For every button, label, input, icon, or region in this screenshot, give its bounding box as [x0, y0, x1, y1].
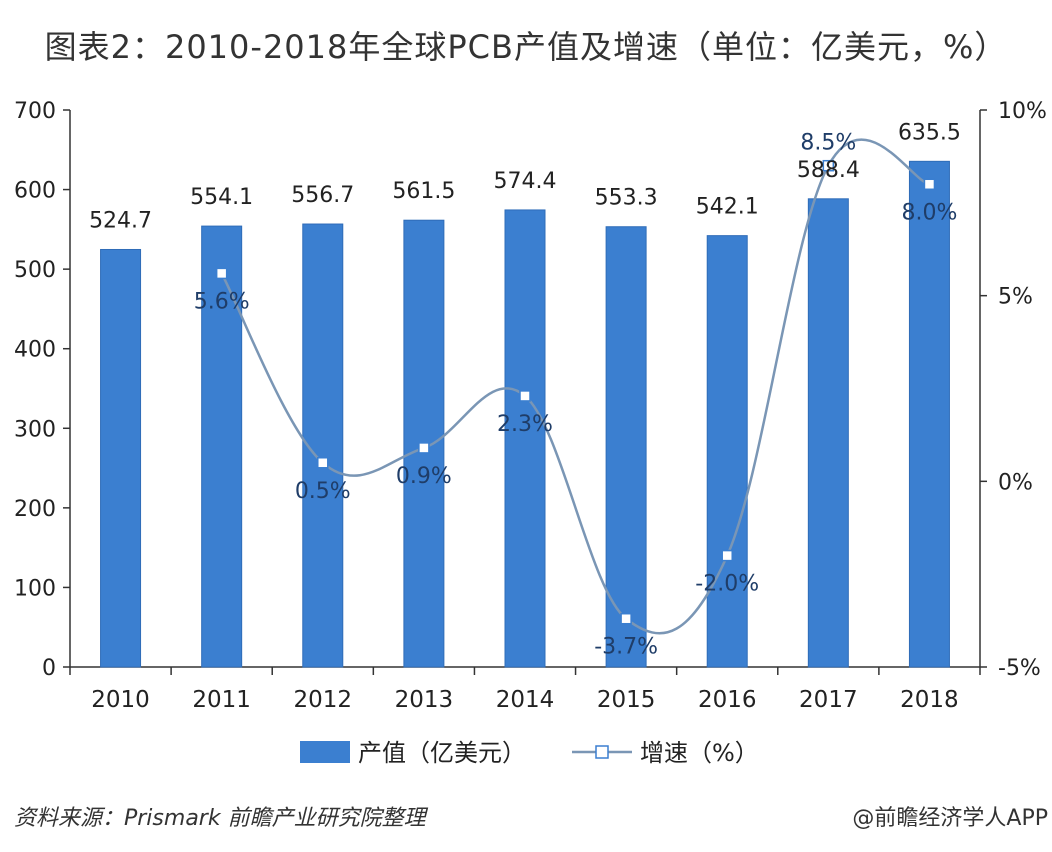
legend-bar-swatch — [300, 741, 350, 763]
growth-marker — [822, 159, 835, 172]
bar-value-label: 561.5 — [392, 179, 455, 204]
left-tick-label: 400 — [14, 338, 56, 363]
x-tick-label: 2018 — [900, 687, 959, 713]
bar — [908, 160, 950, 668]
x-tick-label: 2016 — [698, 687, 757, 713]
bar — [504, 209, 546, 668]
bar — [807, 198, 849, 668]
growth-marker — [923, 178, 936, 191]
left-tick-label: 200 — [14, 497, 56, 522]
chart-title: 图表2：2010-2018年全球PCB产值及增速（单位：亿美元，%） — [44, 28, 1008, 66]
bar-value-label: 553.3 — [595, 186, 658, 211]
bar-value-label: 556.7 — [291, 183, 354, 208]
growth-value-label: 5.6% — [194, 289, 250, 314]
growth-marker — [721, 549, 733, 562]
x-tick-label: 2012 — [294, 687, 353, 713]
bar-value-label: 554.1 — [190, 185, 253, 210]
right-tick-label: 10% — [998, 99, 1047, 124]
growth-value-label: 2.3% — [497, 412, 553, 437]
bar — [605, 226, 647, 668]
left-tick-label: 500 — [14, 258, 56, 283]
bar — [302, 223, 344, 668]
legend-line-label: 增速（%） — [640, 739, 759, 767]
source-note: 资料来源：Prismark 前瞻产业研究院整理 — [14, 806, 426, 831]
growth-marker — [418, 442, 430, 454]
x-tick-label: 2013 — [395, 687, 454, 713]
bar-value-label: 574.4 — [494, 169, 557, 194]
left-tick-label: 600 — [14, 179, 56, 204]
left-tick-label: 700 — [14, 99, 56, 124]
growth-value-label: 8.0% — [901, 200, 957, 225]
growth-marker — [519, 390, 531, 402]
legend-bar-label: 产值（亿美元） — [358, 739, 526, 767]
growth-value-label: -3.7% — [594, 635, 658, 660]
legend-line-marker — [595, 745, 609, 759]
bar — [706, 235, 748, 668]
growth-marker — [317, 457, 329, 469]
bar-value-label: 542.1 — [696, 195, 759, 220]
x-tick-label: 2014 — [496, 687, 555, 713]
x-tick-label: 2017 — [799, 687, 858, 713]
growth-marker — [620, 612, 632, 625]
left-tick-label: 100 — [14, 576, 56, 601]
left-tick-label: 300 — [14, 417, 56, 442]
bar-value-label: 635.5 — [898, 120, 961, 145]
bar — [100, 248, 142, 668]
right-tick-label: 0% — [998, 470, 1033, 495]
x-tick-label: 2010 — [91, 687, 150, 713]
x-tick-label: 2011 — [192, 687, 251, 713]
credit-watermark: @前瞻经济学人APP — [852, 806, 1048, 831]
growth-value-label: 0.5% — [295, 479, 351, 504]
growth-value-label: 8.5% — [800, 131, 856, 156]
bar-value-label: 588.4 — [797, 158, 860, 183]
right-tick-label: -5% — [998, 656, 1041, 681]
bar-value-label: 524.7 — [89, 208, 152, 233]
growth-line — [220, 138, 930, 635]
x-tick-label: 2015 — [597, 687, 656, 713]
right-tick-label: 5% — [998, 285, 1033, 310]
growth-marker — [215, 267, 228, 280]
growth-value-label: 0.9% — [396, 464, 452, 489]
growth-value-label: -2.0% — [695, 572, 759, 597]
left-tick-label: 0 — [42, 656, 56, 681]
